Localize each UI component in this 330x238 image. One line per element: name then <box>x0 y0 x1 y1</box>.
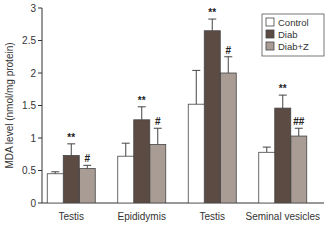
y-tick <box>38 105 42 106</box>
significance-label: ** <box>208 7 216 18</box>
error-line <box>196 70 197 104</box>
error-cap <box>83 165 91 166</box>
bar <box>291 136 307 203</box>
error-bar <box>138 107 146 120</box>
y-tick-label: 2 <box>30 68 36 79</box>
bar <box>275 108 291 203</box>
bar <box>63 156 79 203</box>
error-bar <box>263 147 271 152</box>
bar <box>204 31 220 203</box>
error-line <box>125 143 126 156</box>
error-bar <box>192 70 200 104</box>
significance-label: # <box>84 153 90 164</box>
error-line <box>266 147 267 152</box>
bar <box>79 169 95 203</box>
y-tick-label: 0.5 <box>22 165 36 176</box>
y-tick <box>38 138 42 139</box>
error-line <box>157 128 158 144</box>
error-bar <box>83 165 91 168</box>
y-tick <box>38 8 42 9</box>
error-bar <box>67 144 75 156</box>
error-cap <box>154 128 162 129</box>
y-tick-label: 0 <box>30 198 36 209</box>
chart: 0 0.5 1 1.5 2 2.5 3 MDA level (nmol/mg protein)… <box>0 0 330 238</box>
error-bar <box>154 128 162 144</box>
error-line <box>71 144 72 156</box>
error-line <box>298 128 299 136</box>
error-cap <box>122 143 130 144</box>
error-cap <box>224 56 232 57</box>
error-line <box>141 107 142 120</box>
error-cap <box>279 95 287 96</box>
error-line <box>212 19 213 31</box>
legend-swatch <box>266 18 274 26</box>
legend-swatch <box>266 42 274 50</box>
error-cap <box>208 19 216 20</box>
y-tick-label: 2.5 <box>22 35 36 46</box>
legend-label: Diab <box>278 29 298 40</box>
y-tick-label: 3 <box>30 3 36 14</box>
significance-label: ** <box>138 95 146 106</box>
bar <box>259 152 275 203</box>
error-cap <box>138 106 146 107</box>
error-bar <box>295 128 303 136</box>
bar <box>150 145 166 204</box>
significance-label: ## <box>293 116 305 127</box>
y-tick-label: 1 <box>30 133 36 144</box>
error-line <box>228 57 229 73</box>
error-bar <box>224 57 232 73</box>
error-bar <box>279 95 287 108</box>
y-tick <box>38 170 42 171</box>
significance-label: ** <box>67 132 75 143</box>
y-tick <box>38 40 42 41</box>
error-cap <box>51 171 59 172</box>
legend: ControlDiabDiab+Z <box>262 14 324 56</box>
legend-frame <box>262 14 324 56</box>
y-tick <box>38 73 42 74</box>
legend-label: Diab+Z <box>278 41 309 52</box>
error-bar <box>208 19 216 31</box>
error-cap <box>263 147 271 148</box>
x-tick-label: Epididymis <box>118 211 166 222</box>
significance-label: ** <box>279 83 287 94</box>
significance-label: # <box>155 116 161 127</box>
error-bar <box>122 143 130 156</box>
legend-label: Control <box>278 17 309 28</box>
bar <box>188 104 204 203</box>
y-tick-label: 1.5 <box>22 100 36 111</box>
bar <box>47 174 63 203</box>
bar <box>220 73 236 203</box>
significance-label: # <box>225 45 231 56</box>
x-tick-label: Seminal vesicles <box>246 211 320 222</box>
error-bar <box>51 172 59 174</box>
bar <box>118 156 134 203</box>
plot-area <box>47 19 307 203</box>
bar <box>134 120 150 203</box>
x-tick-label: Testis <box>199 211 225 222</box>
y-axis-label: MDA level (nmol/mg protein) <box>4 42 15 168</box>
error-cap <box>192 70 200 71</box>
x-tick-label: Testis <box>58 211 84 222</box>
error-cap <box>295 128 303 129</box>
legend-swatch <box>266 30 274 38</box>
annotations: ** # ** # ** # ** ## <box>67 7 304 164</box>
y-tick <box>38 203 42 204</box>
error-cap <box>67 143 75 144</box>
error-line <box>282 95 283 108</box>
